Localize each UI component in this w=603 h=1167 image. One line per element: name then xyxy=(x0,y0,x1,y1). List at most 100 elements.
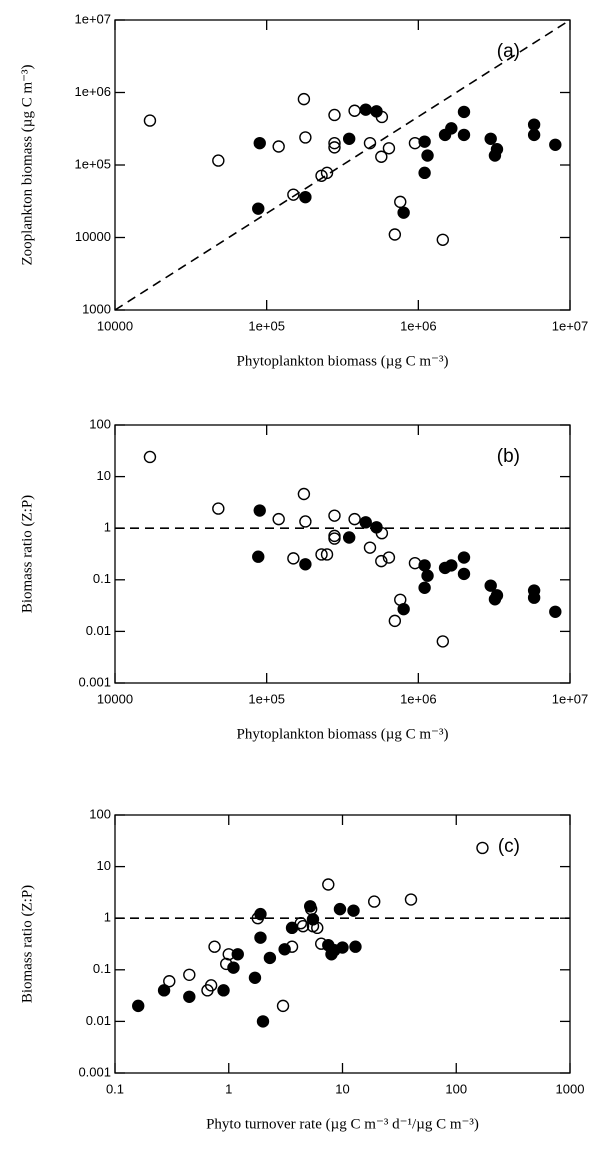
data-point xyxy=(253,136,266,150)
x-tick-label: 1 xyxy=(225,1081,232,1096)
data-point xyxy=(490,589,504,602)
data-point xyxy=(368,895,381,908)
data-point xyxy=(253,504,266,517)
data-point xyxy=(457,128,471,142)
x-axis-title: Phyto turnover rate (µg C m⁻³ d⁻¹/µg C m… xyxy=(206,1116,479,1132)
data-point xyxy=(208,940,221,953)
data-point xyxy=(404,893,418,906)
data-point xyxy=(527,128,541,142)
y-tick-label: 1e+05 xyxy=(74,156,111,171)
data-point xyxy=(143,450,157,464)
y-tick-label: 100 xyxy=(89,806,111,821)
y-tick-label: 0.1 xyxy=(93,961,111,976)
data-point xyxy=(256,1015,270,1028)
data-point xyxy=(320,166,334,180)
data-point xyxy=(382,142,396,155)
data-point xyxy=(212,154,225,167)
data-point xyxy=(272,512,285,526)
data-point xyxy=(157,984,171,997)
y-tick-label: 10000 xyxy=(75,229,111,244)
x-tick-label: 10000 xyxy=(97,691,133,706)
x-axis-title: Phytoplankton biomass (µg C m⁻³) xyxy=(237,726,449,742)
data-point xyxy=(204,979,218,992)
data-point xyxy=(328,141,341,154)
data-point xyxy=(328,136,341,150)
data-point xyxy=(336,941,349,954)
panel-label: (c) xyxy=(498,836,520,857)
data-point xyxy=(278,943,291,956)
x-tick-label: 100 xyxy=(445,1081,467,1096)
data-point xyxy=(375,150,388,163)
data-point xyxy=(363,541,377,554)
y-tick-label: 0.01 xyxy=(86,623,111,638)
y-axis-title: Biomass ratio (Z:P) xyxy=(19,495,35,613)
x-tick-label: 1e+07 xyxy=(552,318,589,333)
data-point xyxy=(299,515,312,528)
data-point xyxy=(348,104,361,117)
data-point xyxy=(457,567,471,581)
data-point xyxy=(303,900,317,913)
data-point xyxy=(397,602,410,616)
x-tick-label: 1e+05 xyxy=(248,318,285,333)
data-point xyxy=(297,487,311,501)
data-point xyxy=(287,552,300,565)
panel-label: (b) xyxy=(497,446,520,467)
x-tick-label: 1e+05 xyxy=(248,691,285,706)
data-point xyxy=(363,136,377,150)
data-point xyxy=(315,548,328,561)
data-point xyxy=(322,878,335,891)
data-point xyxy=(231,948,244,961)
data-point xyxy=(421,569,434,582)
data-point xyxy=(252,202,265,215)
data-point xyxy=(299,190,312,204)
data-point xyxy=(418,581,431,594)
x-axis-title: Phytoplankton biomass (µg C m⁻³) xyxy=(237,353,449,369)
y-tick-label: 0.01 xyxy=(86,1013,111,1028)
data-point xyxy=(328,108,341,122)
data-point xyxy=(348,512,361,526)
x-tick-label: 1e+06 xyxy=(400,318,437,333)
data-point xyxy=(549,138,562,151)
data-point xyxy=(183,968,196,982)
data-point xyxy=(320,548,334,561)
data-point xyxy=(476,841,489,855)
x-tick-label: 1e+06 xyxy=(400,691,437,706)
data-point xyxy=(349,940,362,953)
x-tick-label: 10000 xyxy=(97,318,133,333)
data-point xyxy=(254,931,267,944)
data-point xyxy=(375,554,388,568)
data-point xyxy=(254,907,267,921)
data-point xyxy=(272,140,285,153)
data-point xyxy=(342,531,356,544)
data-point xyxy=(418,559,431,572)
data-point xyxy=(217,984,230,997)
reference-line xyxy=(114,19,571,311)
data-point xyxy=(418,166,431,180)
data-point xyxy=(421,149,434,162)
panel-label: (a) xyxy=(497,41,520,62)
y-tick-label: 10 xyxy=(97,858,111,873)
data-point xyxy=(418,135,431,148)
y-tick-label: 10 xyxy=(97,468,111,483)
y-tick-label: 0.1 xyxy=(93,571,111,586)
data-point xyxy=(457,551,471,564)
data-point xyxy=(263,951,277,965)
data-point xyxy=(436,233,450,246)
x-tick-label: 10 xyxy=(335,1081,349,1096)
data-point xyxy=(328,532,341,545)
data-point xyxy=(132,999,145,1013)
data-point xyxy=(276,999,290,1013)
data-point xyxy=(370,105,383,118)
data-point xyxy=(484,132,497,145)
data-point xyxy=(299,131,312,144)
data-point xyxy=(382,551,396,564)
data-point xyxy=(143,114,157,127)
data-point xyxy=(297,92,311,106)
y-tick-label: 1e+07 xyxy=(74,11,111,26)
data-point xyxy=(299,558,312,571)
data-point xyxy=(285,921,299,935)
y-tick-label: 1 xyxy=(104,910,111,925)
data-point xyxy=(359,516,372,529)
